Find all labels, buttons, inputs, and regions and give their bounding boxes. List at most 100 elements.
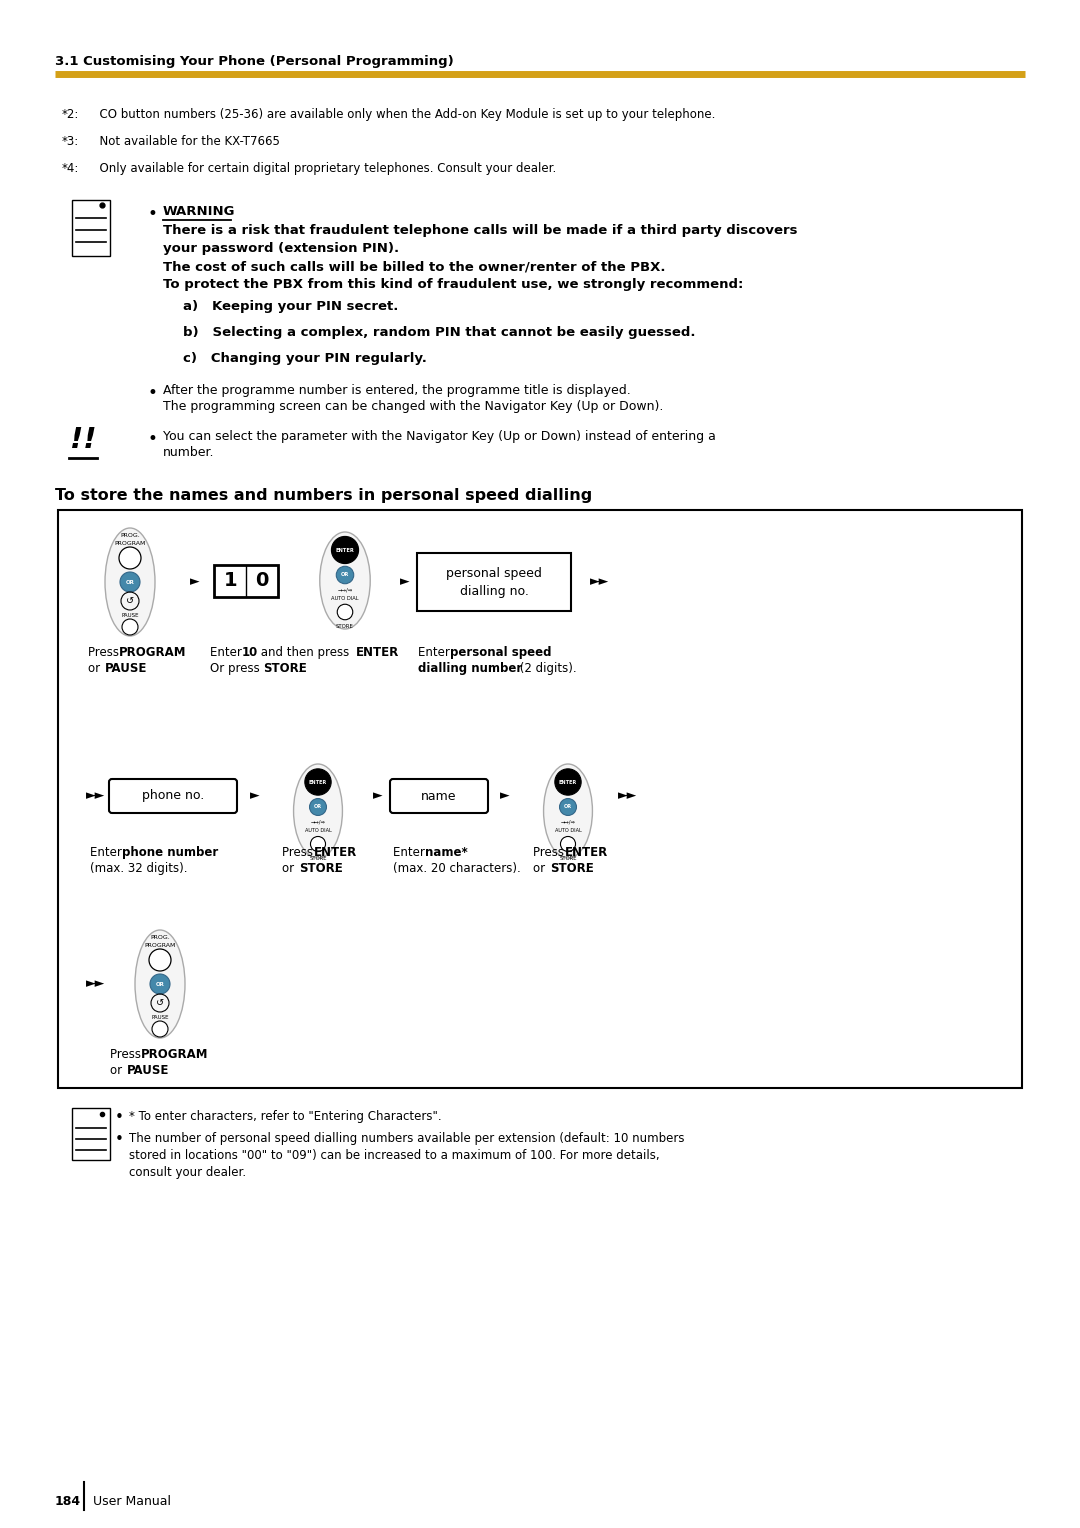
- Text: Enter: Enter: [393, 847, 429, 859]
- Ellipse shape: [294, 764, 342, 859]
- Text: dialling no.: dialling no.: [460, 585, 528, 599]
- Text: ↺: ↺: [126, 596, 134, 607]
- Text: PAUSE: PAUSE: [121, 613, 138, 617]
- Text: ►: ►: [190, 576, 200, 588]
- Circle shape: [336, 567, 354, 584]
- Text: OR: OR: [125, 579, 134, 585]
- Text: •: •: [114, 1132, 124, 1148]
- Circle shape: [555, 769, 581, 795]
- Text: Or press: Or press: [210, 662, 264, 675]
- Text: stored in locations "00" to "09") can be increased to a maximum of 100. For more: stored in locations "00" to "09") can be…: [129, 1149, 660, 1161]
- Text: WARNING: WARNING: [163, 205, 235, 219]
- Text: b)   Selecting a complex, random PIN that cannot be easily guessed.: b) Selecting a complex, random PIN that …: [183, 325, 696, 339]
- Text: PAUSE: PAUSE: [127, 1063, 170, 1077]
- Text: PAUSE: PAUSE: [105, 662, 147, 675]
- Text: dialling number: dialling number: [418, 662, 523, 675]
- FancyBboxPatch shape: [58, 510, 1022, 1088]
- Text: •: •: [148, 429, 158, 448]
- Text: ↺: ↺: [156, 998, 164, 1008]
- Text: Press: Press: [110, 1048, 145, 1060]
- Text: .: .: [334, 862, 338, 876]
- Text: ENTER: ENTER: [356, 646, 400, 659]
- Text: name: name: [421, 790, 457, 802]
- Text: •: •: [148, 205, 158, 223]
- Text: ►►: ►►: [619, 790, 637, 802]
- Text: The cost of such calls will be billed to the owner/renter of the PBX.: The cost of such calls will be billed to…: [163, 260, 665, 274]
- Circle shape: [310, 799, 326, 816]
- Circle shape: [150, 973, 170, 995]
- Text: .: .: [141, 662, 145, 675]
- Text: (2 digits).: (2 digits).: [516, 662, 577, 675]
- Text: personal speed: personal speed: [450, 646, 552, 659]
- Ellipse shape: [543, 764, 593, 859]
- Text: or: or: [87, 662, 104, 675]
- Text: STORE: STORE: [550, 862, 594, 876]
- Text: →→/⇒: →→/⇒: [311, 821, 325, 825]
- Text: PAUSE: PAUSE: [151, 1015, 168, 1021]
- Circle shape: [332, 536, 359, 564]
- Text: OR: OR: [314, 805, 322, 810]
- Text: After the programme number is entered, the programme title is displayed.: After the programme number is entered, t…: [163, 384, 631, 397]
- Text: OR: OR: [341, 573, 349, 578]
- Text: STORE: STORE: [264, 662, 307, 675]
- Text: .: .: [163, 1063, 166, 1077]
- Text: OR: OR: [564, 805, 572, 810]
- Text: PROG.: PROG.: [150, 935, 170, 940]
- Text: ►: ►: [251, 790, 260, 802]
- Text: To store the names and numbers in personal speed dialling: To store the names and numbers in person…: [55, 487, 592, 503]
- Text: ENTER: ENTER: [314, 847, 357, 859]
- Text: phone number: phone number: [122, 847, 218, 859]
- Text: →→/⇒: →→/⇒: [561, 821, 576, 825]
- Text: phone no.: phone no.: [141, 790, 204, 802]
- Text: →→/⇒: →→/⇒: [337, 588, 353, 593]
- Text: ►: ►: [500, 790, 510, 802]
- Circle shape: [149, 949, 171, 970]
- Text: To protect the PBX from this kind of fraudulent use, we strongly recommend:: To protect the PBX from this kind of fra…: [163, 278, 743, 290]
- Text: ENTER: ENTER: [336, 547, 354, 553]
- Text: STORE: STORE: [309, 856, 327, 860]
- Text: AUTO DIAL: AUTO DIAL: [332, 596, 359, 601]
- Text: .: .: [585, 862, 589, 876]
- Text: ►►: ►►: [591, 576, 609, 588]
- Circle shape: [152, 1021, 168, 1038]
- Text: The number of personal speed dialling numbers available per extension (default: : The number of personal speed dialling nu…: [129, 1132, 685, 1144]
- Text: 1: 1: [224, 571, 238, 590]
- Text: ►: ►: [401, 576, 409, 588]
- Circle shape: [305, 769, 332, 795]
- Circle shape: [120, 571, 140, 591]
- Text: name*: name*: [426, 847, 468, 859]
- Text: There is a risk that fraudulent telephone calls will be made if a third party di: There is a risk that fraudulent telephon…: [163, 225, 797, 237]
- Text: •: •: [114, 1109, 124, 1125]
- FancyBboxPatch shape: [214, 565, 278, 597]
- Text: ►►: ►►: [86, 978, 106, 990]
- Circle shape: [561, 836, 576, 851]
- Ellipse shape: [320, 532, 370, 630]
- Text: 10: 10: [242, 646, 258, 659]
- Text: Press: Press: [534, 847, 568, 859]
- Text: PROG.: PROG.: [120, 533, 140, 538]
- Text: Press: Press: [87, 646, 123, 659]
- Text: User Manual: User Manual: [93, 1494, 171, 1508]
- Text: ENTER: ENTER: [565, 847, 608, 859]
- Text: or: or: [534, 862, 549, 876]
- Text: ENTER: ENTER: [309, 779, 327, 784]
- Text: (max. 32 digits).: (max. 32 digits).: [90, 862, 188, 876]
- Circle shape: [122, 619, 138, 636]
- Text: STORE: STORE: [559, 856, 577, 860]
- Text: 3.1 Customising Your Phone (Personal Programming): 3.1 Customising Your Phone (Personal Pro…: [55, 55, 454, 69]
- Text: .: .: [395, 646, 399, 659]
- Text: Only available for certain digital proprietary telephones. Consult your dealer.: Only available for certain digital propr…: [92, 162, 556, 176]
- Text: PROGRAM: PROGRAM: [141, 1048, 208, 1060]
- Text: .: .: [298, 662, 301, 675]
- Text: Not available for the KX-T7665: Not available for the KX-T7665: [92, 134, 280, 148]
- Ellipse shape: [105, 529, 156, 636]
- Text: ►: ►: [374, 790, 382, 802]
- FancyBboxPatch shape: [417, 553, 571, 611]
- Text: !!: !!: [70, 426, 96, 454]
- FancyBboxPatch shape: [72, 1108, 110, 1160]
- Text: personal speed: personal speed: [446, 567, 542, 581]
- Text: ►►: ►►: [86, 790, 106, 802]
- Circle shape: [310, 836, 325, 851]
- Text: your password (extension PIN).: your password (extension PIN).: [163, 241, 400, 255]
- FancyBboxPatch shape: [72, 200, 110, 257]
